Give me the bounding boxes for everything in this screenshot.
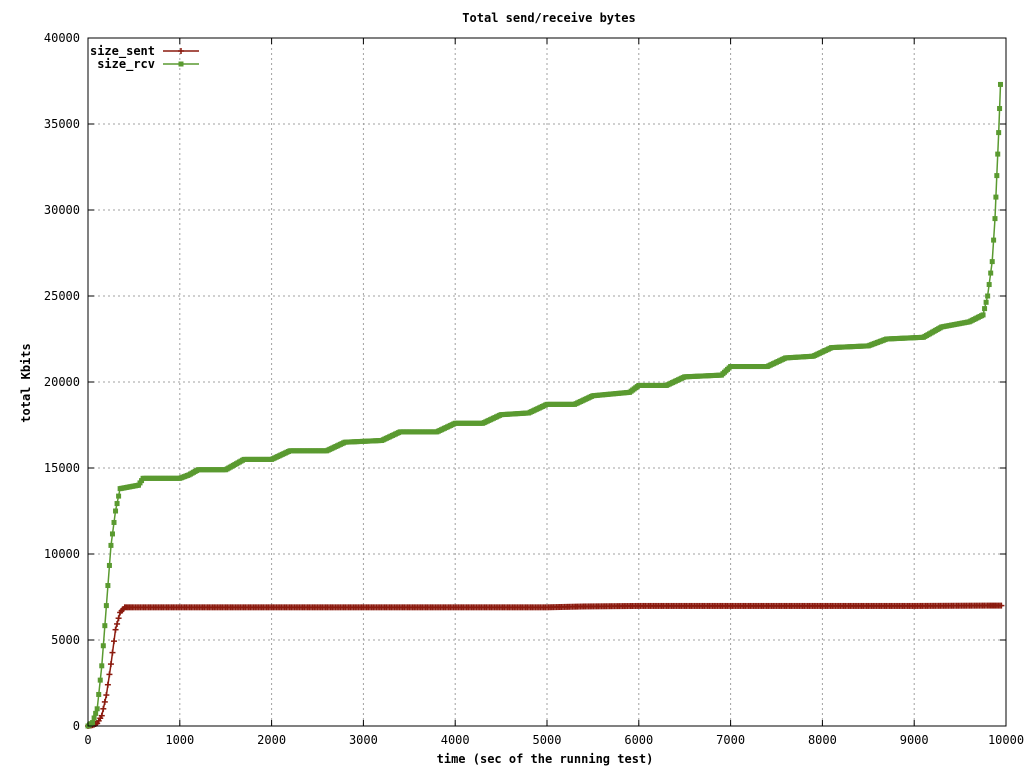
x-axis-title: time (sec of the running test) — [437, 752, 654, 766]
data-point-marker — [980, 312, 986, 318]
y-tick-label: 10000 — [44, 547, 80, 561]
data-point-marker — [995, 151, 1001, 157]
x-tick-label: 3000 — [349, 733, 378, 747]
data-point-marker — [105, 583, 111, 589]
legend-label: size_rcv — [97, 57, 155, 72]
x-tick-label: 4000 — [441, 733, 470, 747]
y-tick-label: 0 — [73, 719, 80, 733]
data-point-marker — [97, 677, 103, 683]
data-point-marker — [986, 282, 992, 288]
x-tick-label: 9000 — [900, 733, 929, 747]
x-tick-label: 2000 — [257, 733, 286, 747]
data-point-marker — [178, 61, 184, 67]
data-point-marker — [108, 542, 114, 548]
data-point-marker — [997, 81, 1003, 87]
data-point-marker — [988, 270, 994, 276]
data-point-marker — [102, 623, 108, 629]
data-point-marker — [111, 519, 117, 525]
y-axis-title: total Kbits — [19, 343, 33, 422]
data-point-marker — [993, 194, 999, 200]
data-point-marker — [94, 706, 100, 712]
y-tick-label: 5000 — [51, 633, 80, 647]
grid-lines — [88, 38, 1006, 726]
y-tick-label: 40000 — [44, 31, 80, 45]
y-tick-label: 20000 — [44, 375, 80, 389]
data-point-marker — [90, 720, 96, 726]
y-tick-label: 35000 — [44, 117, 80, 131]
data-point-marker — [983, 299, 989, 305]
series-size_sent — [85, 602, 1005, 729]
data-point-marker — [103, 603, 109, 609]
legend-label: size_sent — [90, 44, 155, 59]
x-tick-label: 7000 — [716, 733, 745, 747]
data-point-marker — [113, 508, 119, 514]
series-size_rcv — [85, 81, 1003, 729]
x-tick-label: 10000 — [988, 733, 1024, 747]
data-point-marker — [992, 216, 998, 222]
x-tick-label: 0 — [84, 733, 91, 747]
data-point-marker — [997, 106, 1003, 112]
data-point-marker — [985, 293, 991, 299]
chart-title: Total send/receive bytes — [462, 11, 635, 25]
x-tick-label: 5000 — [533, 733, 562, 747]
data-point-marker — [100, 643, 106, 649]
x-tick-label: 1000 — [165, 733, 194, 747]
axis-ticks: 0 1000 2000 3000 4000 5000 6000 7000 8000 9000 100… — [44, 31, 1024, 747]
data-point-marker — [109, 531, 115, 537]
data-point-marker — [982, 306, 988, 312]
x-tick-label: 8000 — [808, 733, 837, 747]
y-tick-label: 30000 — [44, 203, 80, 217]
y-tick-label: 15000 — [44, 461, 80, 475]
y-tick-label: 25000 — [44, 289, 80, 303]
series-layer — [85, 81, 1005, 729]
x-tick-label: 6000 — [624, 733, 653, 747]
data-point-marker — [96, 691, 102, 697]
data-point-marker — [989, 259, 995, 265]
data-point-marker — [91, 715, 97, 721]
data-point-marker — [116, 493, 122, 499]
data-point-marker — [991, 237, 997, 243]
data-point-marker — [994, 173, 1000, 179]
data-point-marker — [106, 562, 112, 568]
data-point-marker — [99, 663, 105, 669]
series-line — [87, 604, 1002, 727]
data-point-marker — [114, 501, 120, 507]
data-point-marker — [93, 710, 99, 716]
data-point-marker — [996, 130, 1002, 136]
